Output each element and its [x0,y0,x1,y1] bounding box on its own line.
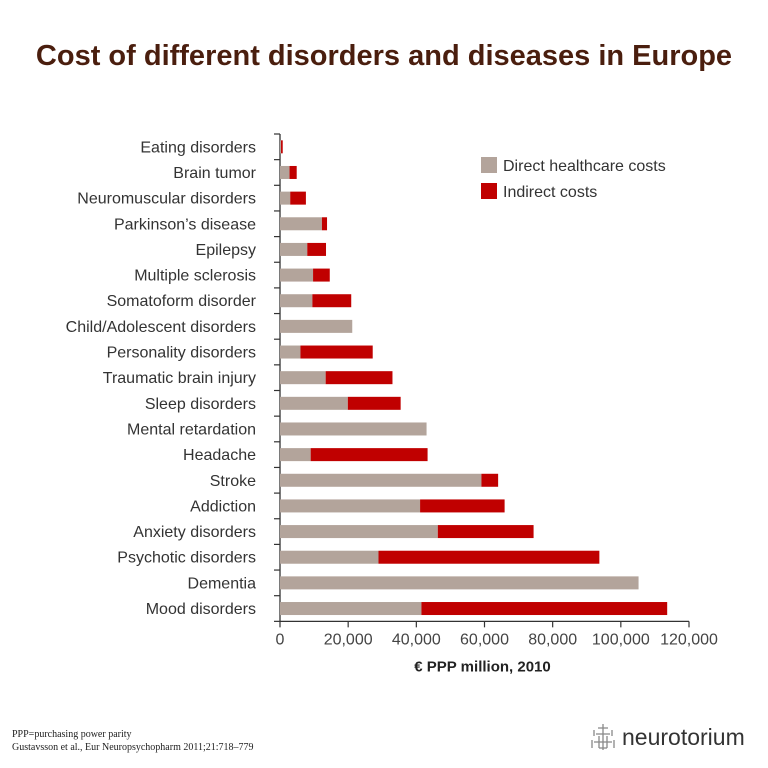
bar-direct [280,448,311,462]
logo: neurotorium [590,722,745,752]
category-label: Traumatic brain injury [103,370,256,387]
bar-direct [280,191,291,205]
bar-indirect [290,191,306,205]
category-label: Headache [183,447,256,464]
bar-direct [280,345,301,359]
legend-swatch [481,157,497,173]
category-label: Brain tumor [173,165,256,182]
legend-swatch [481,183,497,199]
bar-direct [280,499,421,513]
category-label: Eating disorders [140,139,256,156]
bar-direct [280,140,282,154]
bar-direct [280,294,313,308]
bar-indirect [310,448,428,462]
category-label: Sleep disorders [145,396,256,413]
bar-indirect [420,499,505,513]
bar-indirect [481,473,499,487]
bar-direct [280,473,482,487]
bar-direct [280,602,422,616]
bar-direct [280,217,322,231]
x-tick-label: 0 [276,631,285,648]
x-tick-label: 100,000 [592,631,650,648]
bar-direct [280,165,290,179]
x-tick-label: 20,000 [324,631,373,648]
x-tick-label: 80,000 [528,631,577,648]
x-tick-label: 120,000 [660,631,718,648]
category-label: Mood disorders [146,601,256,618]
chart-title: Cost of different disorders and diseases… [35,40,733,72]
stacked-bar-chart: 0 20,000 40,000 60,000 80,000 100,000 120,000 €… [66,133,718,675]
bar-indirect [347,396,401,410]
bar-indirect [281,140,283,154]
category-label: Parkinson’s disease [114,216,256,233]
bar-indirect [421,602,668,616]
x-tick-label: 40,000 [392,631,441,648]
bar-indirect [307,242,327,256]
category-label: Multiple sclerosis [134,268,256,285]
bar-direct [280,550,379,564]
bar-indirect [321,217,328,231]
bar-direct [280,576,639,590]
bar-indirect [300,345,373,359]
bar-direct [280,319,353,333]
bar-direct [280,396,348,410]
x-axis-label: € PPP million, 2010 [414,658,550,675]
bar-direct [280,242,308,256]
bar-direct [280,371,326,385]
logo-text: neurotorium [622,723,745,750]
legend-label: Indirect costs [503,184,597,201]
category-label: Psychotic disorders [117,550,256,567]
category-label: Somatoform disorder [107,293,257,310]
category-label: Child/Adolescent disorders [66,319,256,336]
citation: Gustavsson et al., Eur Neuropsychopharm … [12,742,254,753]
bar-direct [280,422,427,436]
bar-indirect [378,550,600,564]
bar-indirect [312,294,352,308]
category-label: Addiction [190,498,256,515]
bar-direct [280,525,438,539]
bar-indirect [325,371,393,385]
category-label: Neuromuscular disorders [77,191,256,208]
neuron-glyph-icon [591,724,615,750]
category-label: Mental retardation [127,421,256,438]
category-label: Personality disorders [107,345,256,362]
x-tick-label: 60,000 [460,631,509,648]
category-label: Dementia [188,575,257,592]
legend-label: Direct healthcare costs [503,158,666,175]
category-label: Stroke [210,473,256,490]
footnote: PPP=purchasing power parity [12,729,132,740]
bar-indirect [437,525,534,539]
bar-indirect [289,165,297,179]
category-label: Anxiety disorders [133,524,256,541]
category-label: Epilepsy [196,242,256,259]
bar-direct [280,268,314,282]
bar-indirect [313,268,330,282]
